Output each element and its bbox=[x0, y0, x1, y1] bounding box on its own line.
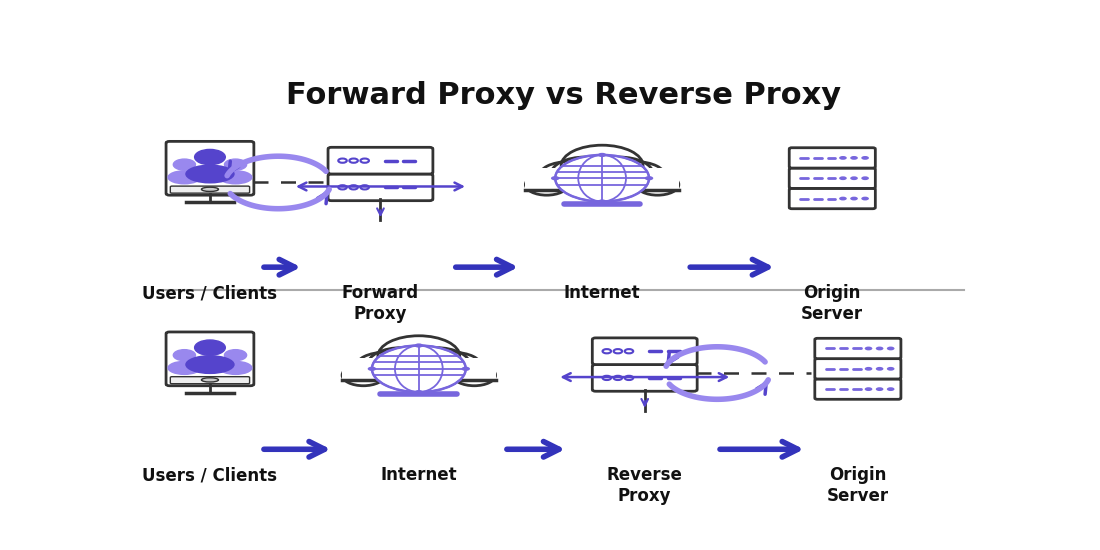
Circle shape bbox=[561, 145, 644, 186]
Ellipse shape bbox=[167, 170, 201, 184]
Circle shape bbox=[865, 387, 872, 391]
Circle shape bbox=[887, 346, 894, 350]
Text: Forward
Proxy: Forward Proxy bbox=[342, 284, 419, 323]
Text: Users / Clients: Users / Clients bbox=[143, 466, 277, 484]
Circle shape bbox=[645, 176, 653, 180]
Circle shape bbox=[876, 367, 883, 371]
Circle shape bbox=[174, 350, 196, 361]
FancyBboxPatch shape bbox=[592, 338, 697, 365]
Circle shape bbox=[597, 200, 606, 204]
Text: Origin
Server: Origin Server bbox=[827, 466, 889, 505]
Text: Origin
Server: Origin Server bbox=[801, 284, 864, 323]
Circle shape bbox=[850, 156, 858, 160]
Circle shape bbox=[636, 174, 679, 195]
Circle shape bbox=[887, 387, 894, 391]
FancyBboxPatch shape bbox=[170, 377, 250, 384]
Text: Internet: Internet bbox=[381, 466, 458, 484]
Circle shape bbox=[462, 367, 470, 371]
Circle shape bbox=[453, 365, 495, 386]
Circle shape bbox=[415, 343, 424, 348]
Circle shape bbox=[174, 159, 196, 170]
Circle shape bbox=[195, 340, 226, 355]
Circle shape bbox=[402, 348, 470, 382]
Circle shape bbox=[585, 157, 653, 191]
Text: Users / Clients: Users / Clients bbox=[143, 284, 277, 302]
FancyBboxPatch shape bbox=[328, 147, 433, 174]
Circle shape bbox=[415, 390, 424, 394]
Circle shape bbox=[342, 365, 385, 386]
Circle shape bbox=[367, 348, 436, 382]
Circle shape bbox=[861, 197, 869, 200]
FancyBboxPatch shape bbox=[815, 338, 901, 359]
FancyBboxPatch shape bbox=[342, 358, 495, 382]
Circle shape bbox=[424, 353, 482, 381]
FancyBboxPatch shape bbox=[166, 141, 254, 195]
Circle shape bbox=[850, 177, 858, 180]
Text: Forward Proxy vs Reverse Proxy: Forward Proxy vs Reverse Proxy bbox=[286, 81, 842, 110]
FancyBboxPatch shape bbox=[815, 379, 901, 399]
Ellipse shape bbox=[219, 361, 253, 375]
FancyBboxPatch shape bbox=[328, 174, 433, 201]
Circle shape bbox=[865, 346, 872, 350]
Circle shape bbox=[861, 156, 869, 160]
FancyBboxPatch shape bbox=[789, 148, 876, 168]
Text: Reverse
Proxy: Reverse Proxy bbox=[607, 466, 683, 505]
Circle shape bbox=[861, 177, 869, 180]
Text: Internet: Internet bbox=[564, 284, 640, 302]
Circle shape bbox=[607, 162, 666, 190]
FancyBboxPatch shape bbox=[789, 189, 876, 208]
FancyBboxPatch shape bbox=[170, 186, 250, 193]
Ellipse shape bbox=[185, 355, 234, 374]
Circle shape bbox=[556, 155, 649, 201]
Circle shape bbox=[526, 174, 568, 195]
Circle shape bbox=[195, 150, 226, 164]
Circle shape bbox=[551, 176, 560, 180]
FancyBboxPatch shape bbox=[592, 365, 697, 391]
Circle shape bbox=[378, 336, 460, 376]
Ellipse shape bbox=[201, 187, 219, 191]
Circle shape bbox=[876, 346, 883, 350]
Circle shape bbox=[551, 157, 619, 191]
Circle shape bbox=[865, 367, 872, 371]
Circle shape bbox=[224, 350, 246, 361]
Ellipse shape bbox=[219, 170, 253, 184]
Circle shape bbox=[887, 367, 894, 371]
Circle shape bbox=[850, 197, 858, 200]
Ellipse shape bbox=[167, 361, 201, 375]
Circle shape bbox=[539, 162, 597, 190]
Circle shape bbox=[355, 353, 414, 381]
Circle shape bbox=[224, 159, 246, 170]
Circle shape bbox=[597, 153, 606, 157]
Circle shape bbox=[367, 367, 376, 371]
Circle shape bbox=[372, 345, 465, 392]
FancyBboxPatch shape bbox=[815, 359, 901, 379]
Circle shape bbox=[839, 197, 847, 200]
Ellipse shape bbox=[201, 378, 219, 382]
Circle shape bbox=[839, 156, 847, 160]
FancyBboxPatch shape bbox=[789, 168, 876, 189]
Circle shape bbox=[839, 177, 847, 180]
FancyBboxPatch shape bbox=[526, 168, 679, 191]
FancyBboxPatch shape bbox=[166, 332, 254, 386]
Ellipse shape bbox=[185, 164, 234, 184]
Circle shape bbox=[876, 387, 883, 391]
